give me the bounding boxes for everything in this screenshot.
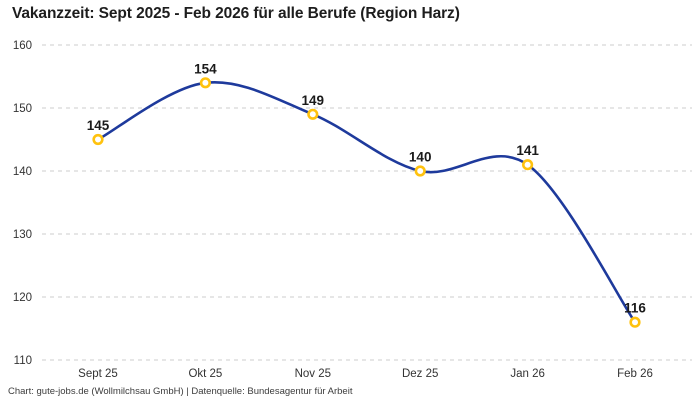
data-point-marker <box>521 159 534 171</box>
data-point-label: 140 <box>409 150 432 165</box>
y-axis-tick-label: 140 <box>13 166 32 178</box>
data-point-marker <box>629 316 641 328</box>
data-point-label: 145 <box>87 118 110 133</box>
data-point-label: 141 <box>516 143 539 158</box>
y-axis-tick-label: 110 <box>14 355 32 367</box>
x-axis-tick-label: Nov 25 <box>295 368 331 380</box>
x-axis-tick-label: Okt 25 <box>188 368 222 380</box>
data-point-label: 149 <box>302 93 325 108</box>
y-axis-tick-label: 160 <box>13 40 32 52</box>
x-axis-tick-label: Dez 25 <box>402 368 438 380</box>
data-point-label: 116 <box>624 301 646 316</box>
y-axis-tick-label: 150 <box>13 103 32 115</box>
data-point-marker <box>414 165 426 177</box>
trend-line <box>96 80 637 324</box>
attribution-text: Chart: gute-jobs.de (Wollmilchsau GmbH) … <box>8 386 353 397</box>
data-point-marker <box>92 133 104 146</box>
x-axis-tick-label: Feb 26 <box>617 368 653 380</box>
chart-title: Vakanzzeit: Sept 2025 - Feb 2026 für all… <box>12 5 460 22</box>
data-point-marker <box>307 108 319 120</box>
y-axis-tick-label: 120 <box>13 292 32 304</box>
y-axis-tick-label: 130 <box>13 229 32 241</box>
data-point-label: 154 <box>194 61 217 76</box>
x-axis-tick-label: Sept 25 <box>78 368 118 380</box>
data-point-marker <box>199 77 211 89</box>
x-axis-tick-label: Jan 26 <box>510 368 545 380</box>
